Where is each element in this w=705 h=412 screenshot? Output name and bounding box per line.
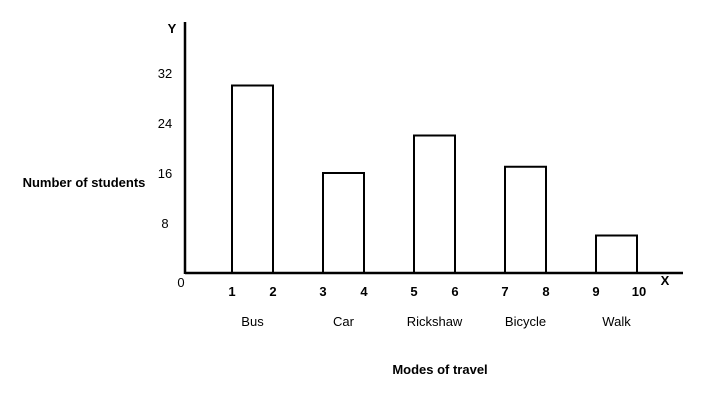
x-tick-label: 3 [319,284,326,299]
bar-bus [231,84,274,274]
category-label-car: Car [333,314,355,329]
category-label-bicycle: Bicycle [505,314,546,329]
bars-layer [231,84,638,274]
x-axis-title: Modes of travel [392,362,487,377]
x-tick-label: 7 [501,284,508,299]
categories-layer: Bus Car Rickshaw Bicycle Walk [241,314,631,329]
bar-car [322,172,365,274]
y-axis-letter: Y [168,21,177,36]
bar-rickshaw [413,134,456,274]
bar-walk [595,234,638,274]
x-tick-label: 5 [410,284,417,299]
x-tick-label: 9 [592,284,599,299]
category-label-bus: Bus [241,314,264,329]
axes-layer: Y X 0 Number of students Modes of travel [23,21,683,377]
category-label-rickshaw: Rickshaw [407,314,463,329]
x-tick-label: 4 [360,284,368,299]
y-tick-label: 8 [161,216,168,231]
x-tick-label: 1 [228,284,235,299]
origin-label: 0 [177,275,184,290]
y-tick-label: 16 [158,166,172,181]
ticks-layer: 8 16 24 32 1 2 3 4 5 6 7 8 9 10 [158,66,646,299]
x-tick-label: 6 [451,284,458,299]
y-tick-label: 32 [158,66,172,81]
bar-bicycle [504,165,547,274]
y-axis-title: Number of students [23,175,146,190]
category-label-walk: Walk [602,314,631,329]
x-tick-label: 8 [542,284,549,299]
x-axis-letter: X [661,273,670,288]
x-tick-label: 10 [632,284,646,299]
y-tick-label: 24 [158,116,172,131]
x-tick-label: 2 [269,284,276,299]
